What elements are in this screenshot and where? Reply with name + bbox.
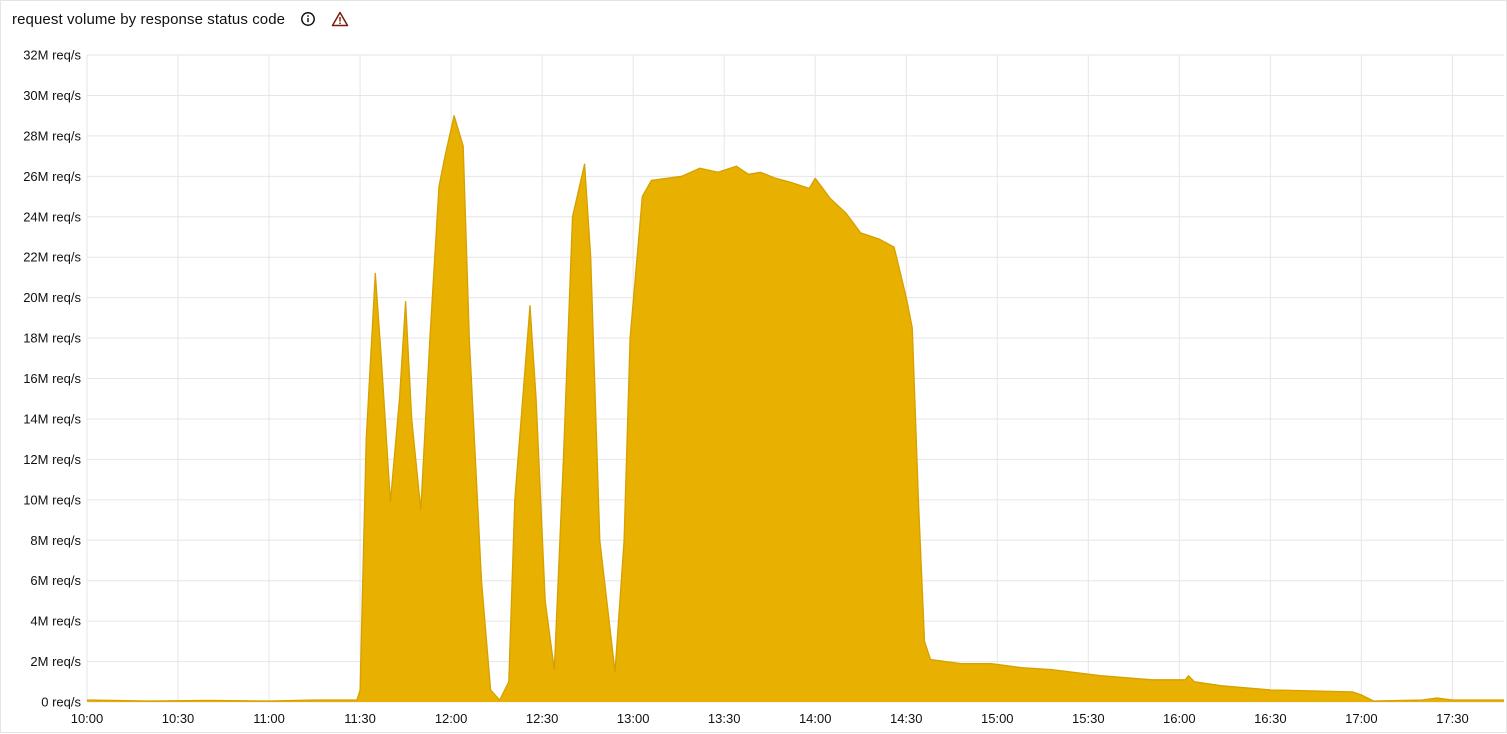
x-tick-label: 10:00 — [71, 711, 104, 726]
warning-icon[interactable] — [331, 10, 349, 28]
y-tick-label: 16M req/s — [23, 371, 81, 386]
y-tick-label: 24M req/s — [23, 209, 81, 224]
x-tick-label: 16:00 — [1163, 711, 1196, 726]
panel-header: request volume by response status code — [12, 10, 349, 28]
x-tick-label: 17:30 — [1436, 711, 1469, 726]
y-tick-label: 20M req/s — [23, 290, 81, 305]
x-tick-label: 14:30 — [890, 711, 923, 726]
y-tick-label: 6M req/s — [30, 573, 81, 588]
x-tick-label: 12:30 — [526, 711, 559, 726]
series-line — [86, 115, 1504, 702]
panel-title: request volume by response status code — [12, 10, 286, 28]
x-tick-label: 13:00 — [617, 711, 650, 726]
x-tick-label: 14:00 — [799, 711, 832, 726]
x-tick-label: 17:00 — [1345, 711, 1378, 726]
y-tick-label: 18M req/s — [23, 331, 81, 346]
x-tick-label: 11:30 — [344, 711, 376, 726]
y-tick-label: 28M req/s — [23, 128, 81, 143]
y-tick-label: 14M req/s — [23, 411, 81, 426]
x-tick-label: 12:00 — [435, 711, 468, 726]
x-tick-label: 15:30 — [1072, 711, 1105, 726]
y-tick-label: 26M req/s — [23, 169, 81, 184]
y-tick-label: 8M req/s — [30, 533, 81, 548]
y-tick-label: 0 req/s — [41, 695, 81, 710]
x-tick-label: 11:00 — [253, 711, 285, 726]
y-tick-label: 22M req/s — [23, 250, 81, 265]
series-area — [87, 115, 1504, 702]
x-tick-label: 15:00 — [981, 711, 1014, 726]
x-tick-label: 13:30 — [708, 711, 741, 726]
x-tick-label: 16:30 — [1254, 711, 1287, 726]
y-tick-label: 30M req/s — [23, 88, 81, 103]
y-tick-label: 12M req/s — [23, 452, 81, 467]
y-tick-label: 2M req/s — [30, 654, 81, 669]
y-tick-label: 32M req/s — [23, 48, 81, 63]
x-tick-label: 10:30 — [162, 711, 195, 726]
y-tick-label: 4M req/s — [30, 614, 81, 629]
y-tick-label: 10M req/s — [23, 492, 81, 507]
info-icon[interactable] — [299, 10, 317, 28]
